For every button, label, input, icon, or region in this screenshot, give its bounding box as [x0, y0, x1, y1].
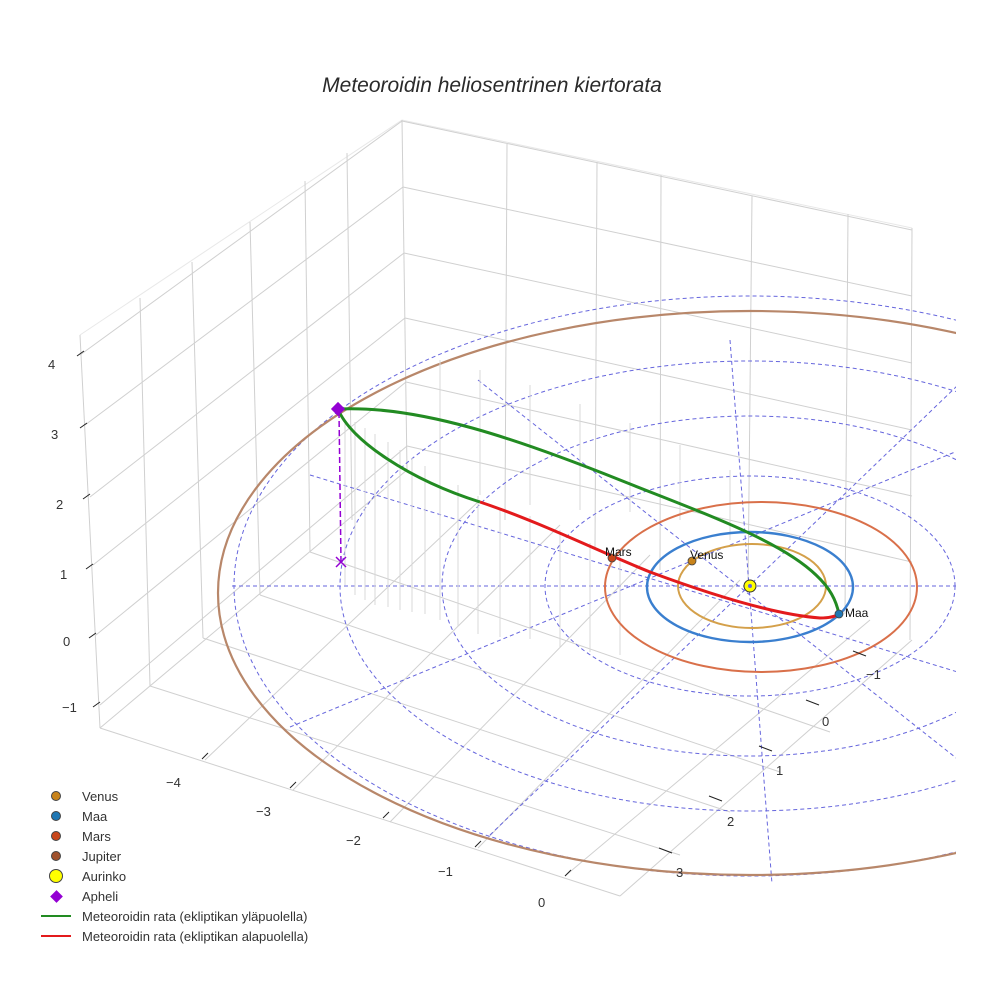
x-tick: 0 [538, 895, 545, 910]
green-line-icon [41, 915, 71, 917]
mars-orbit [604, 501, 918, 673]
apheli-projection-line [338, 411, 342, 563]
y-tick: 1 [776, 763, 783, 778]
z-tick: 0 [63, 634, 70, 649]
venus-label: Venus [690, 548, 723, 562]
apheli-diamond-icon [49, 889, 63, 903]
legend-item-jupiter[interactable]: Jupiter [36, 846, 308, 866]
y-tick: 3 [676, 865, 683, 880]
legend-item-apheli[interactable]: Apheli [36, 886, 308, 906]
z-tick: −1 [62, 700, 77, 715]
legend-item-venus[interactable]: Venus [36, 786, 308, 806]
z-tick: 2 [56, 497, 63, 512]
venus-marker [687, 556, 697, 566]
chart-title: Meteoroidin heliosentrinen kiertorata [322, 74, 662, 97]
jupiter-dot-icon [51, 851, 61, 861]
legend: Venus Maa Mars Jupiter Aurinko Apheli Me… [36, 786, 308, 946]
path-above-ecliptic-lower [336, 408, 481, 504]
axis-grid [79, 119, 913, 897]
projection-lines [344, 360, 731, 655]
z-tick: 4 [48, 357, 55, 372]
apheli-projection-x-icon [335, 556, 347, 568]
aurinko-dot-icon [49, 869, 63, 883]
z-tick: 1 [60, 567, 67, 582]
y-axis [658, 650, 867, 854]
y-tick: 2 [727, 814, 734, 829]
path-below-ecliptic [479, 500, 840, 620]
legend-item-maa[interactable]: Maa [36, 806, 308, 826]
x-tick: −2 [346, 833, 361, 848]
venus-dot-icon [51, 791, 61, 801]
x-axis [201, 752, 572, 877]
maa-dot-icon [51, 811, 61, 821]
y-tick: 0 [822, 714, 829, 729]
legend-item-aurinko[interactable]: Aurinko [36, 866, 308, 886]
x-tick: −4 [166, 775, 181, 790]
legend-item-path-below[interactable]: Meteoroidin rata (ekliptikan alapuolella… [36, 926, 308, 946]
mars-dot-icon [51, 831, 61, 841]
red-line-icon [41, 935, 71, 937]
maa-label: Maa [845, 606, 869, 620]
jupiter-orbit [217, 309, 956, 877]
ecliptic-grid [232, 295, 956, 885]
apheli-marker [330, 401, 346, 417]
path-above-ecliptic [337, 407, 841, 615]
maa-marker [834, 609, 844, 619]
aurinko-marker [743, 579, 757, 593]
mars-label: Mars [605, 545, 632, 559]
legend-item-mars[interactable]: Mars [36, 826, 308, 846]
mars-marker [607, 553, 617, 563]
x-tick: −3 [256, 804, 271, 819]
z-tick: 3 [51, 427, 58, 442]
x-tick: −1 [438, 864, 453, 879]
y-tick: −1 [866, 667, 881, 682]
legend-item-path-above[interactable]: Meteoroidin rata (ekliptikan yläpuolella… [36, 906, 308, 926]
z-axis [76, 350, 101, 708]
